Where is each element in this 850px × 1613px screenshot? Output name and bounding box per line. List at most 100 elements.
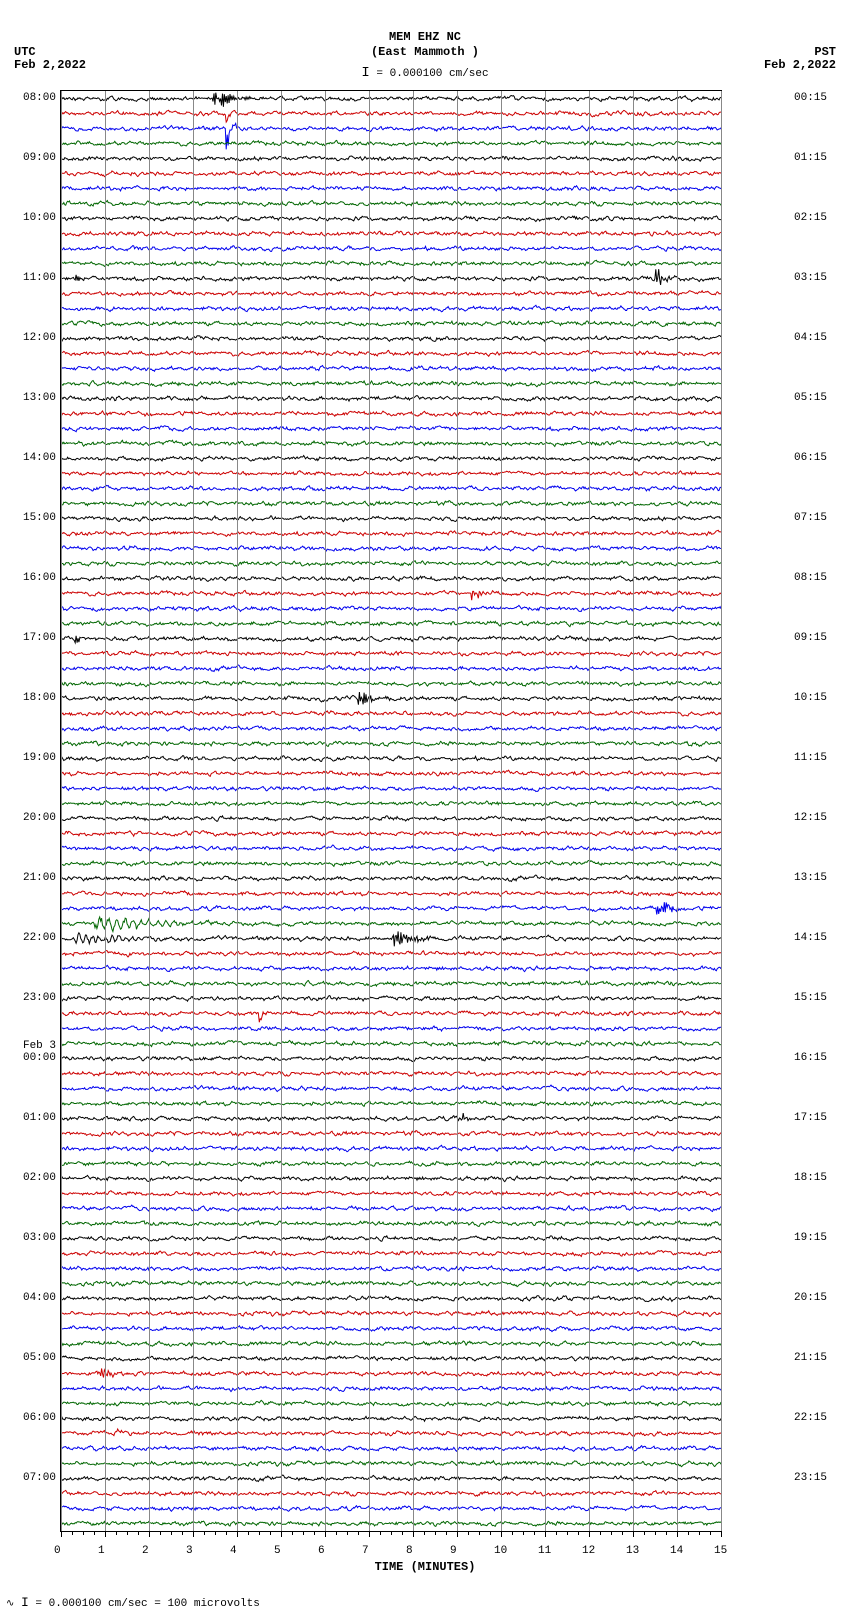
trace-line (61, 1341, 721, 1347)
date-right-label: Feb 2,2022 (764, 58, 836, 72)
pst-time-label: 14:15 (794, 932, 840, 944)
trace-line (61, 1475, 721, 1482)
trace-line (61, 917, 721, 932)
trace-line (61, 726, 721, 731)
utc-time-label: 12:00 (10, 332, 56, 344)
utc-time-label: 06:00 (10, 1412, 56, 1424)
utc-time-label: 18:00 (10, 692, 56, 704)
trace-line (61, 931, 721, 946)
trace-line (61, 902, 721, 914)
utc-time-label: 04:00 (10, 1292, 56, 1304)
xaxis-tick-label: 3 (186, 1545, 193, 1557)
trace-line (61, 1266, 721, 1271)
pst-time-label: 11:15 (794, 752, 840, 764)
tz-left-label: UTC (14, 45, 36, 59)
trace-line (61, 860, 721, 866)
xaxis-tick-label: 8 (406, 1545, 413, 1557)
pst-time-label: 06:15 (794, 452, 840, 464)
trace-line (61, 530, 721, 536)
trace-line (61, 1461, 721, 1467)
utc-time-label: 10:00 (10, 212, 56, 224)
xaxis-tick-label: 14 (670, 1545, 683, 1557)
trace-line (61, 1100, 721, 1106)
trace-line (61, 1221, 721, 1227)
trace-line (61, 291, 721, 297)
trace-line (61, 1281, 721, 1287)
trace-line (61, 951, 721, 958)
pst-time-label: 18:15 (794, 1172, 840, 1184)
trace-line (61, 216, 721, 222)
utc-time-label: 08:00 (10, 92, 56, 104)
utc-time-label: 13:00 (10, 392, 56, 404)
trace-line (61, 636, 721, 643)
trace-line (61, 692, 721, 705)
trace-line (61, 875, 721, 882)
trace-line (61, 681, 721, 687)
trace-line (61, 816, 721, 822)
trace-line (61, 201, 721, 207)
xaxis-tick-label: 0 (54, 1545, 61, 1557)
pst-time-label: 10:15 (794, 692, 840, 704)
utc-time-label: 20:00 (10, 812, 56, 824)
utc-time-label: 01:00 (10, 1112, 56, 1124)
utc-time-label: 21:00 (10, 872, 56, 884)
xaxis-tick-label: 13 (626, 1545, 639, 1557)
utc-time-label: 16:00 (10, 572, 56, 584)
trace-line (61, 756, 721, 762)
xaxis-tick-label: 11 (538, 1545, 551, 1557)
trace-line (61, 1011, 721, 1022)
amplitude-scale: I = 0.000100 cm/sec (0, 65, 850, 81)
trace-line (61, 156, 721, 161)
pst-time-label: 16:15 (794, 1052, 840, 1064)
pst-time-label: 01:15 (794, 152, 840, 164)
pst-time-label: 19:15 (794, 1232, 840, 1244)
footer-scale: ∿ I = 0.000100 cm/sec = 100 microvolts (6, 1595, 260, 1610)
xaxis-tick-label: 5 (274, 1545, 281, 1557)
pst-time-label: 00:15 (794, 92, 840, 104)
utc-time-label: 22:00 (10, 932, 56, 944)
xaxis-title: TIME (MINUTES) (0, 1560, 850, 1574)
pst-time-label: 12:15 (794, 812, 840, 824)
trace-line (61, 1429, 721, 1436)
seismogram-page: MEM EHZ NC (East Mammoth ) I = 0.000100 … (0, 0, 850, 1613)
trace-line (61, 456, 721, 462)
trace-line (61, 321, 721, 327)
pst-time-label: 09:15 (794, 632, 840, 644)
utc-time-label: 11:00 (10, 272, 56, 284)
utc-time-label: 00:00 (10, 1052, 56, 1064)
trace-line (61, 1175, 721, 1181)
station-code: MEM EHZ NC (0, 30, 850, 44)
trace-line (61, 1521, 721, 1526)
trace-line (61, 305, 721, 312)
trace-line (61, 1056, 721, 1061)
utc-time-label: 17:00 (10, 632, 56, 644)
pst-time-label: 02:15 (794, 212, 840, 224)
utc-time-label: 15:00 (10, 512, 56, 524)
utc-time-label: 03:00 (10, 1232, 56, 1244)
trace-line (61, 1446, 721, 1452)
trace-line (61, 845, 721, 851)
pst-time-label: 08:15 (794, 572, 840, 584)
trace-line (61, 246, 721, 252)
trace-line (61, 576, 721, 581)
trace-line (61, 546, 721, 551)
trace-line (61, 1506, 721, 1512)
tz-right-label: PST (814, 45, 836, 59)
trace-line (61, 996, 721, 1002)
trace-line (61, 891, 721, 897)
trace-line (61, 590, 721, 600)
trace-line (61, 516, 721, 522)
trace-line (61, 1311, 721, 1317)
trace-line (61, 426, 721, 432)
trace-line (61, 110, 721, 122)
trace-line (61, 186, 721, 191)
trace-line (61, 1071, 721, 1076)
trace-line (61, 1368, 721, 1377)
trace-line (61, 965, 721, 971)
xaxis-tick-label: 4 (230, 1545, 237, 1557)
trace-line (61, 1490, 721, 1496)
pst-time-label: 20:15 (794, 1292, 840, 1304)
trace-line (61, 770, 721, 776)
trace-line (61, 1416, 721, 1422)
trace-line (61, 1326, 721, 1332)
